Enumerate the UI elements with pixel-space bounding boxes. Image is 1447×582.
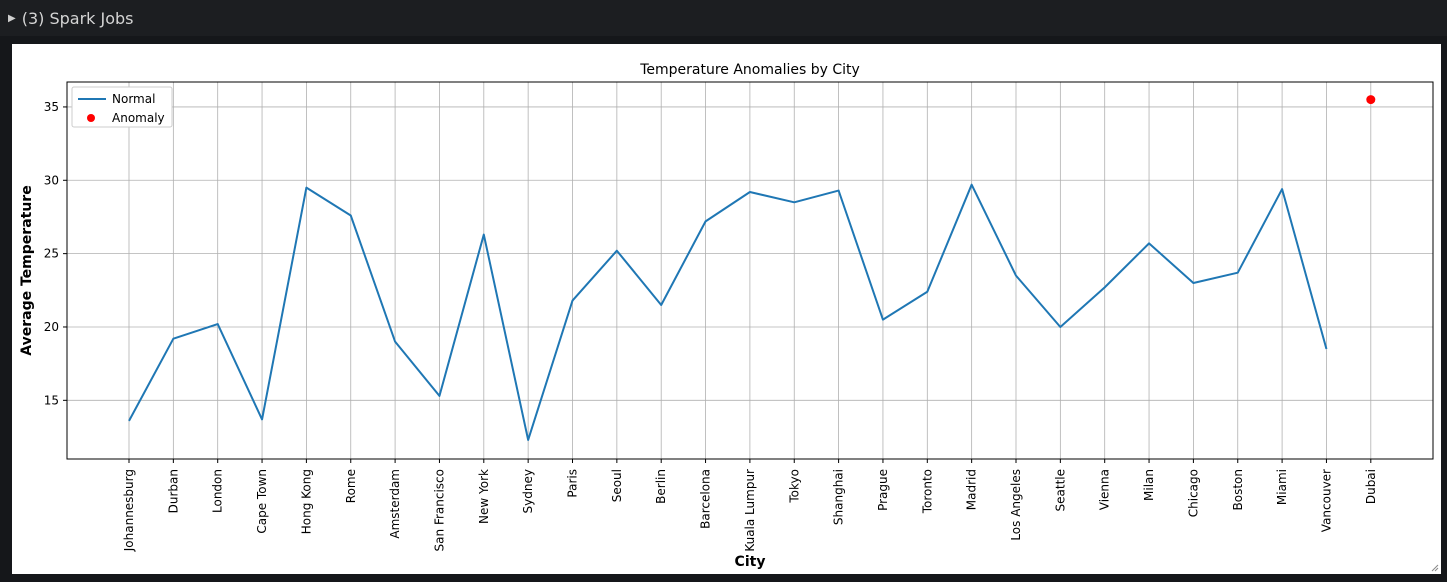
spark-jobs-title[interactable]: (3) Spark Jobs xyxy=(21,8,134,28)
x-tick-label: San Francisco xyxy=(432,469,446,551)
chart-title: Temperature Anomalies by City xyxy=(639,62,860,78)
y-axis-label: Average Temperature xyxy=(19,185,35,355)
y-tick-label: 20 xyxy=(44,320,59,334)
x-axis-ticks: Johannesburg Durban London Cape Town Hong Ko… xyxy=(122,459,1378,552)
spark-jobs-header[interactable]: ▶ (3) Spark Jobs xyxy=(0,0,1447,36)
x-tick-label: Kuala Lumpur xyxy=(743,469,757,552)
x-tick-label: New York xyxy=(477,469,491,524)
x-tick-label: Los Angeles xyxy=(1009,469,1023,541)
caret-right-icon[interactable]: ▶ xyxy=(8,12,16,24)
y-axis-ticks: 15 20 25 30 35 xyxy=(44,100,67,407)
x-tick-label: Sydney xyxy=(521,469,535,513)
x-tick-label: Paris xyxy=(566,469,580,498)
x-tick-label: Amsterdam xyxy=(388,469,402,539)
x-tick-label: Johannesburg xyxy=(122,469,136,552)
temperature-chart: 15 20 25 30 35 Johannesburg Durban London Cape … xyxy=(19,62,1434,570)
normal-series-line xyxy=(128,183,1328,441)
plot-panel: 15 20 25 30 35 Johannesburg Durban London Cape … xyxy=(12,44,1441,574)
x-tick-label: Vienna xyxy=(1098,469,1112,510)
x-tick-label: Barcelona xyxy=(699,469,713,529)
x-axis-label: City xyxy=(735,554,766,570)
legend-box xyxy=(71,86,173,128)
legend: Normal Anomaly xyxy=(71,86,173,128)
y-tick-label: 35 xyxy=(44,100,59,114)
x-tick-label: Seattle xyxy=(1053,469,1067,511)
legend-anomaly-swatch xyxy=(87,114,95,122)
y-tick-label: 30 xyxy=(44,173,59,187)
x-tick-label: Seoul xyxy=(610,469,624,502)
x-tick-label: Berlin xyxy=(654,469,668,504)
legend-normal-label: Normal xyxy=(112,92,155,106)
x-tick-label: Shanghai xyxy=(832,469,846,525)
x-tick-label: Prague xyxy=(876,469,890,511)
x-tick-label: Chicago xyxy=(1186,469,1200,517)
y-tick-label: 25 xyxy=(44,247,59,261)
x-tick-label: Boston xyxy=(1231,469,1245,510)
x-tick-label: Dubai xyxy=(1364,469,1378,504)
anomaly-point xyxy=(1366,95,1376,105)
y-tick-label: 15 xyxy=(44,393,59,407)
resize-grip-icon[interactable] xyxy=(1431,564,1439,572)
x-tick-label: Miami xyxy=(1275,469,1289,505)
x-tick-label: Vancouver xyxy=(1319,469,1333,532)
x-tick-label: Rome xyxy=(344,469,358,503)
x-tick-label: Cape Town xyxy=(255,469,269,534)
cell-output: 15 20 25 30 35 Johannesburg Durban London Cape … xyxy=(0,36,1447,582)
x-tick-label: Durban xyxy=(166,469,180,513)
grid-lines xyxy=(67,82,1433,459)
series-layer xyxy=(128,95,1376,441)
legend-anomaly-label: Anomaly xyxy=(112,111,165,125)
x-tick-label: London xyxy=(211,469,225,513)
x-tick-label: Toronto xyxy=(920,469,934,514)
x-tick-label: Hong Kong xyxy=(299,469,313,534)
x-tick-label: Tokyo xyxy=(787,469,801,504)
x-tick-label: Milan xyxy=(1142,469,1156,501)
x-tick-label: Madrid xyxy=(965,469,979,510)
